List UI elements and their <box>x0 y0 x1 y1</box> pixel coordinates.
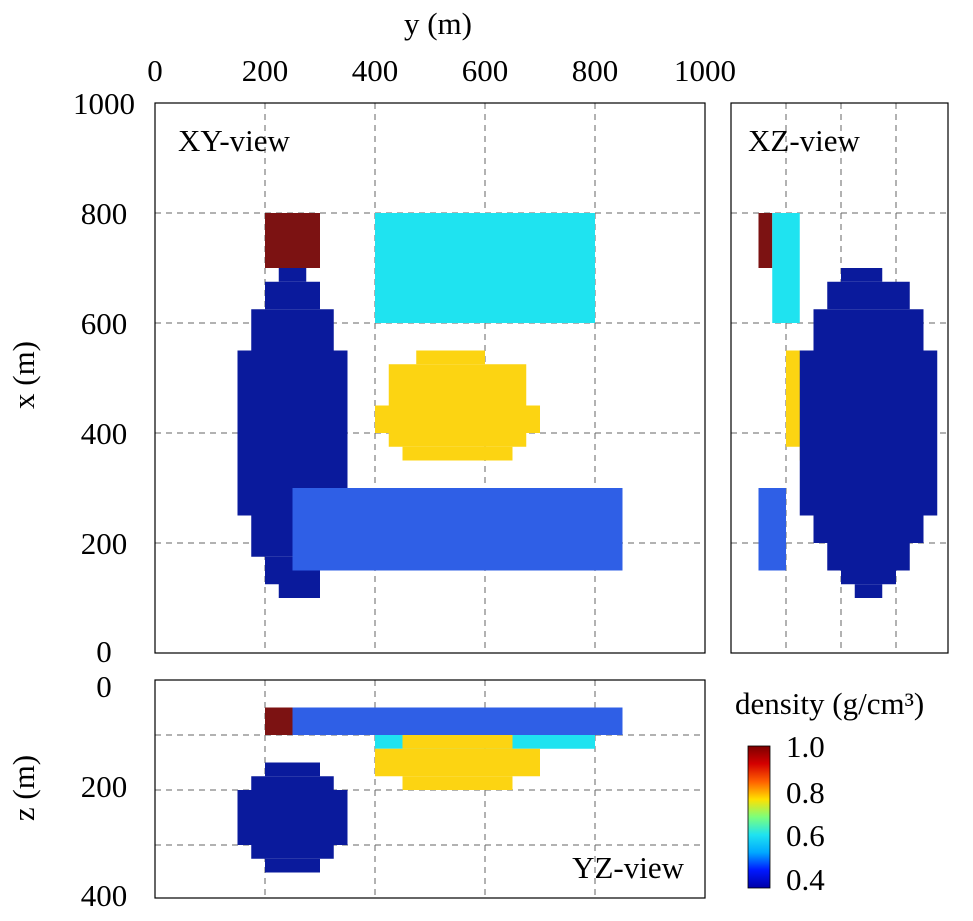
xy-view-body <box>416 350 485 365</box>
y-tick-label: 1000 <box>674 53 736 88</box>
z-tick-label: 200 <box>81 769 128 804</box>
colorbar <box>747 745 771 889</box>
xz-view-body <box>841 268 883 282</box>
xy-view-title: XY-view <box>178 123 291 158</box>
xz-view-title: XZ-view <box>748 123 861 158</box>
y-tick-label: 200 <box>242 53 289 88</box>
xy-view-frame <box>154 102 706 654</box>
xy-view-body <box>265 281 320 310</box>
xz-view-body <box>854 584 883 598</box>
colorbar-title: density (g/cm³) <box>735 686 924 721</box>
xy-view-body <box>278 268 307 282</box>
xy-view-body <box>292 488 623 571</box>
yz-view-body <box>265 858 320 873</box>
yz-view-title: YZ-view <box>572 850 685 885</box>
z-tick-label: 0 <box>96 669 112 704</box>
xy-view-body <box>388 433 527 447</box>
y-axis-title: y (m) <box>404 6 472 41</box>
yz-view-body <box>251 845 334 859</box>
xy-view-body <box>388 364 527 406</box>
colorbar-tick-label: 0.8 <box>786 775 825 810</box>
z-tick-label: 400 <box>81 878 128 913</box>
yz-view-body <box>292 707 623 735</box>
xz-view-body <box>827 281 910 310</box>
xz-view-body <box>827 543 910 571</box>
xz-view-frame <box>730 102 949 654</box>
colorbar-tick-label: 0.4 <box>786 862 825 897</box>
xz-view-body <box>813 515 924 543</box>
colorbar-tick-label: 1.0 <box>786 729 825 764</box>
xy-view-body <box>375 405 540 433</box>
xz-view-body <box>799 350 938 516</box>
y-tick-label: 400 <box>352 53 399 88</box>
x-tick-label: 400 <box>81 416 128 451</box>
x-tick-label: 600 <box>81 306 128 341</box>
xy-view-body <box>251 309 334 351</box>
yz-view-body <box>251 776 334 790</box>
x-tick-label: 200 <box>81 526 128 561</box>
yz-view-body <box>237 790 348 845</box>
xz-view-body <box>772 213 800 323</box>
x-tick-label: 1000 <box>73 86 135 121</box>
y-tick-label: 600 <box>462 53 509 88</box>
yz-view-body <box>265 707 293 735</box>
xz-view-body <box>758 213 773 268</box>
yz-view-body <box>402 735 513 749</box>
xz-view-body <box>758 488 786 571</box>
x-tick-label: 800 <box>81 196 128 231</box>
yz-view-body <box>265 762 320 777</box>
xz-view-body <box>813 309 924 351</box>
xy-view-body <box>265 213 320 268</box>
y-tick-label: 800 <box>572 53 619 88</box>
xy-view-body <box>402 446 513 461</box>
yz-view-body <box>375 748 540 777</box>
x-tick-label: 0 <box>96 634 112 669</box>
x-axis-title: x (m) <box>6 341 41 409</box>
xy-view-body <box>375 213 595 323</box>
yz-view-body <box>402 776 513 790</box>
y-tick-label: 0 <box>147 53 163 88</box>
z-axis-title: z (m) <box>6 755 41 821</box>
colorbar-tick-label: 0.6 <box>786 818 825 853</box>
xz-view-body <box>841 570 896 585</box>
yz-view-frame <box>154 679 706 899</box>
